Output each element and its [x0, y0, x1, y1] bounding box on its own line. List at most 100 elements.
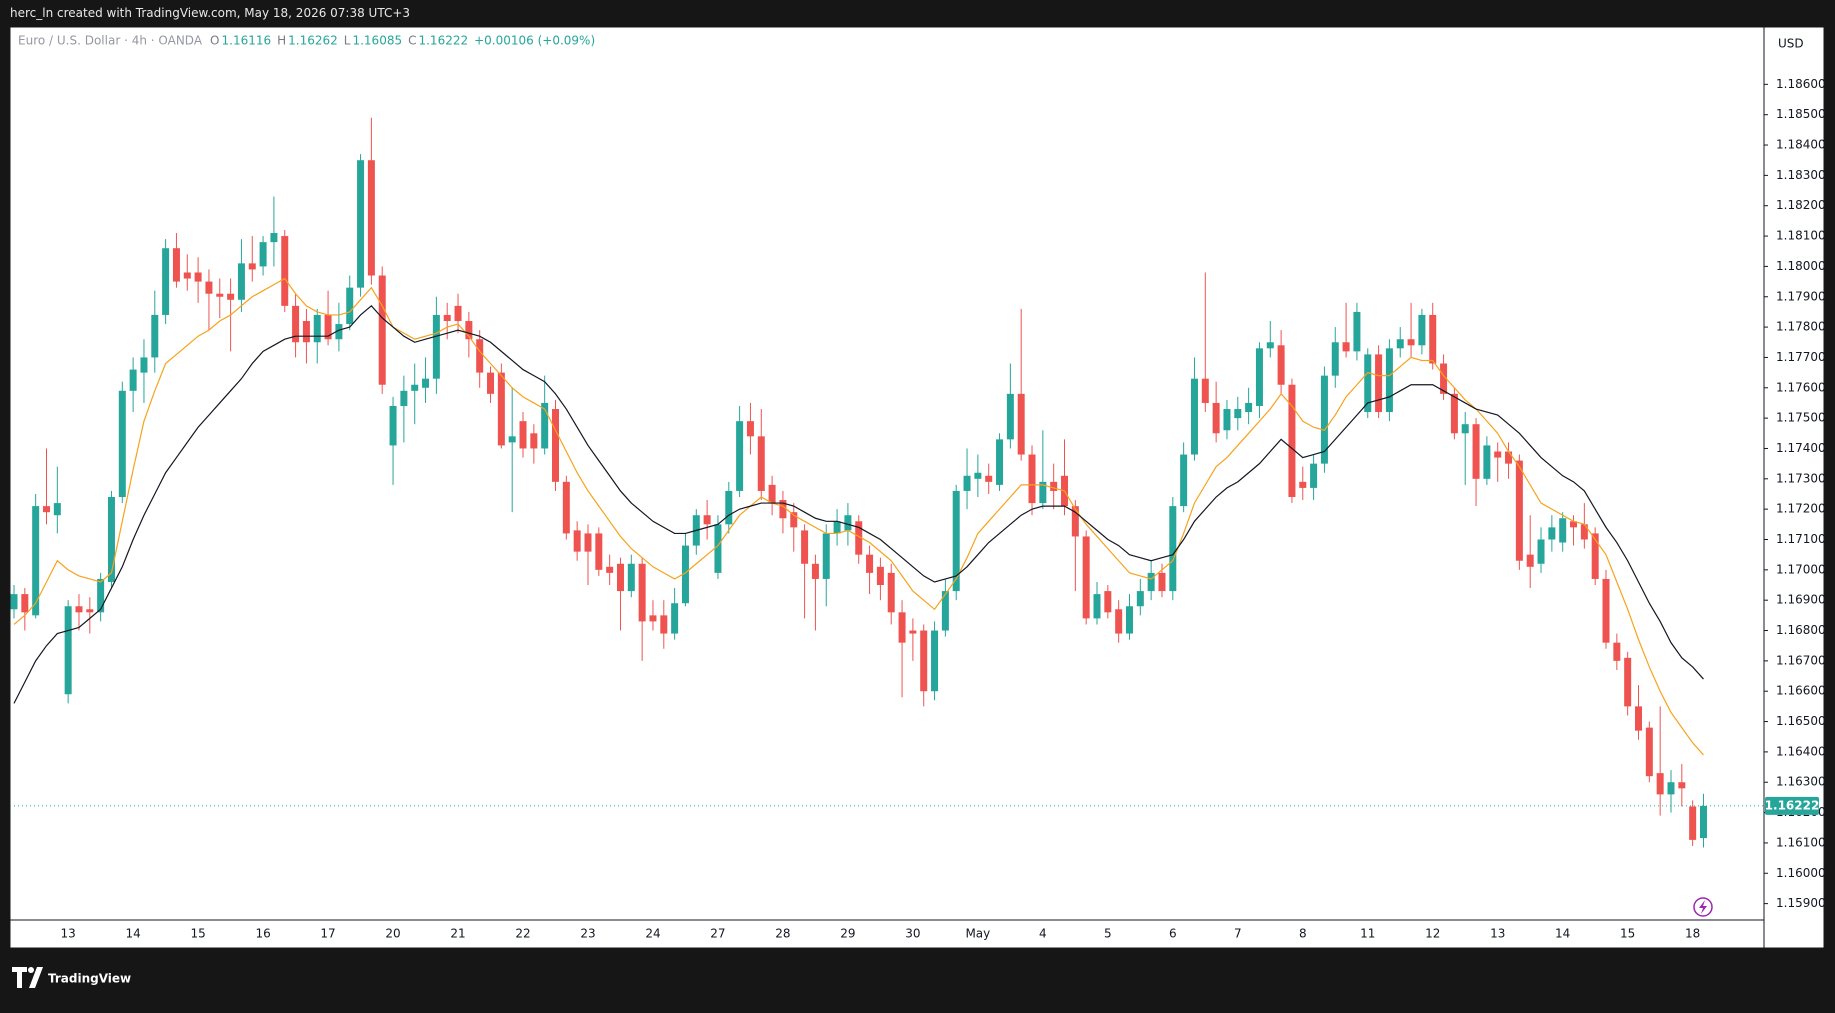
- x-tick-label: 15: [1620, 927, 1635, 941]
- x-tick-label: 14: [1555, 927, 1570, 941]
- candle-body: [1255, 348, 1263, 406]
- candle-body: [302, 321, 310, 343]
- candle-body: [1624, 657, 1632, 707]
- x-tick-label: 8: [1299, 927, 1307, 941]
- y-tick-label: 1.17300: [1776, 471, 1826, 485]
- candle-body: [1234, 409, 1242, 419]
- x-tick-label: 4: [1039, 927, 1047, 941]
- candle-body: [1266, 342, 1274, 349]
- candle-body: [400, 390, 408, 406]
- candle-body: [1245, 402, 1253, 413]
- x-tick-label: 21: [450, 927, 465, 941]
- candle-body: [920, 630, 928, 692]
- candle-body: [552, 409, 559, 482]
- legend-letter: O: [210, 34, 219, 48]
- candle-body: [714, 524, 722, 573]
- candle-body: [129, 369, 137, 391]
- candle-body: [443, 314, 451, 322]
- y-tick-label: 1.16100: [1776, 835, 1826, 849]
- candle-body: [1656, 773, 1664, 795]
- x-tick-label: 28: [775, 927, 790, 941]
- candle-body: [1342, 342, 1350, 352]
- price-tag-label: 1.16222: [1765, 798, 1820, 812]
- candle-body: [227, 293, 235, 300]
- candle-body: [411, 384, 419, 391]
- candle-body: [1494, 451, 1502, 458]
- candle-body: [1461, 424, 1469, 434]
- candle-body: [42, 506, 50, 513]
- candle-body: [1364, 354, 1372, 413]
- y-tick-label: 1.17200: [1776, 502, 1826, 516]
- candle-body: [1385, 348, 1393, 413]
- candle-body: [627, 563, 635, 592]
- candle-body: [757, 436, 765, 491]
- legend-letter: H: [277, 34, 286, 48]
- x-tick-label: 17: [320, 927, 335, 941]
- candle-body: [746, 421, 754, 437]
- candle-body: [1375, 354, 1383, 413]
- chart: USD 1.159001.160001.161001.162001.163001…: [9, 27, 1826, 948]
- candle-body: [1591, 533, 1599, 579]
- footer: TradingView: [0, 948, 1835, 1009]
- candle-body: [1125, 606, 1133, 634]
- candle-body: [606, 566, 614, 573]
- candle-body: [1190, 378, 1198, 455]
- candle-body: [671, 603, 679, 634]
- x-tick-label: 30: [905, 927, 920, 941]
- candle-body: [909, 630, 917, 634]
- y-tick-label: 1.16300: [1776, 775, 1826, 789]
- candle-body: [140, 357, 148, 373]
- x-tick-label: 11: [1360, 927, 1375, 941]
- candle-body: [53, 503, 61, 516]
- candle-body: [1526, 554, 1534, 567]
- candle-body: [931, 630, 939, 692]
- candle-body: [487, 372, 495, 394]
- candle-body: [32, 506, 40, 616]
- candle-body: [1472, 424, 1480, 479]
- candle-body: [151, 314, 159, 358]
- candle-body: [292, 305, 300, 343]
- x-tick-label: 5: [1104, 927, 1112, 941]
- y-tick-label: 1.18400: [1776, 138, 1826, 152]
- candle-body: [1212, 402, 1220, 434]
- candle-body: [541, 402, 549, 449]
- candle-body: [1429, 314, 1437, 364]
- candle-body: [162, 248, 170, 315]
- candle-body: [1006, 393, 1014, 440]
- candle-body: [1082, 536, 1090, 619]
- candle-body: [1537, 539, 1545, 564]
- candle-body: [172, 248, 180, 282]
- y-tick-label: 1.16900: [1776, 593, 1826, 607]
- y-tick-label: 1.18000: [1776, 259, 1826, 273]
- candle-body: [248, 263, 256, 270]
- candle-body: [811, 563, 819, 579]
- x-tick-label: 7: [1234, 927, 1242, 941]
- candle-body: [1407, 339, 1415, 346]
- candle-body: [941, 591, 949, 631]
- legend-value: 1.16262: [288, 34, 338, 48]
- legend-value: 1.16222: [418, 34, 468, 48]
- candle-body: [1299, 481, 1307, 488]
- candle-body: [779, 500, 787, 519]
- candle-body: [1201, 378, 1209, 403]
- y-tick-label: 1.16600: [1776, 684, 1826, 698]
- candle-body: [508, 436, 516, 443]
- candle-body: [1277, 345, 1285, 385]
- candle-body: [1645, 727, 1653, 777]
- candles: [10, 117, 1707, 848]
- candle-body: [216, 293, 224, 297]
- candle-body: [194, 272, 202, 282]
- candle-body: [107, 497, 115, 582]
- candle-body: [660, 615, 668, 634]
- y-tick-label: 1.16500: [1776, 714, 1826, 728]
- y-tick-label: 1.17700: [1776, 350, 1826, 364]
- candle-body: [1331, 342, 1339, 376]
- alert-icon: [1693, 897, 1713, 917]
- candle-body: [1450, 393, 1458, 434]
- candle-body: [346, 287, 354, 325]
- candle-body: [335, 324, 343, 340]
- candle-body: [389, 405, 397, 446]
- candle-body: [887, 572, 895, 613]
- legend-change: +0.00106 (+0.09%): [474, 34, 595, 48]
